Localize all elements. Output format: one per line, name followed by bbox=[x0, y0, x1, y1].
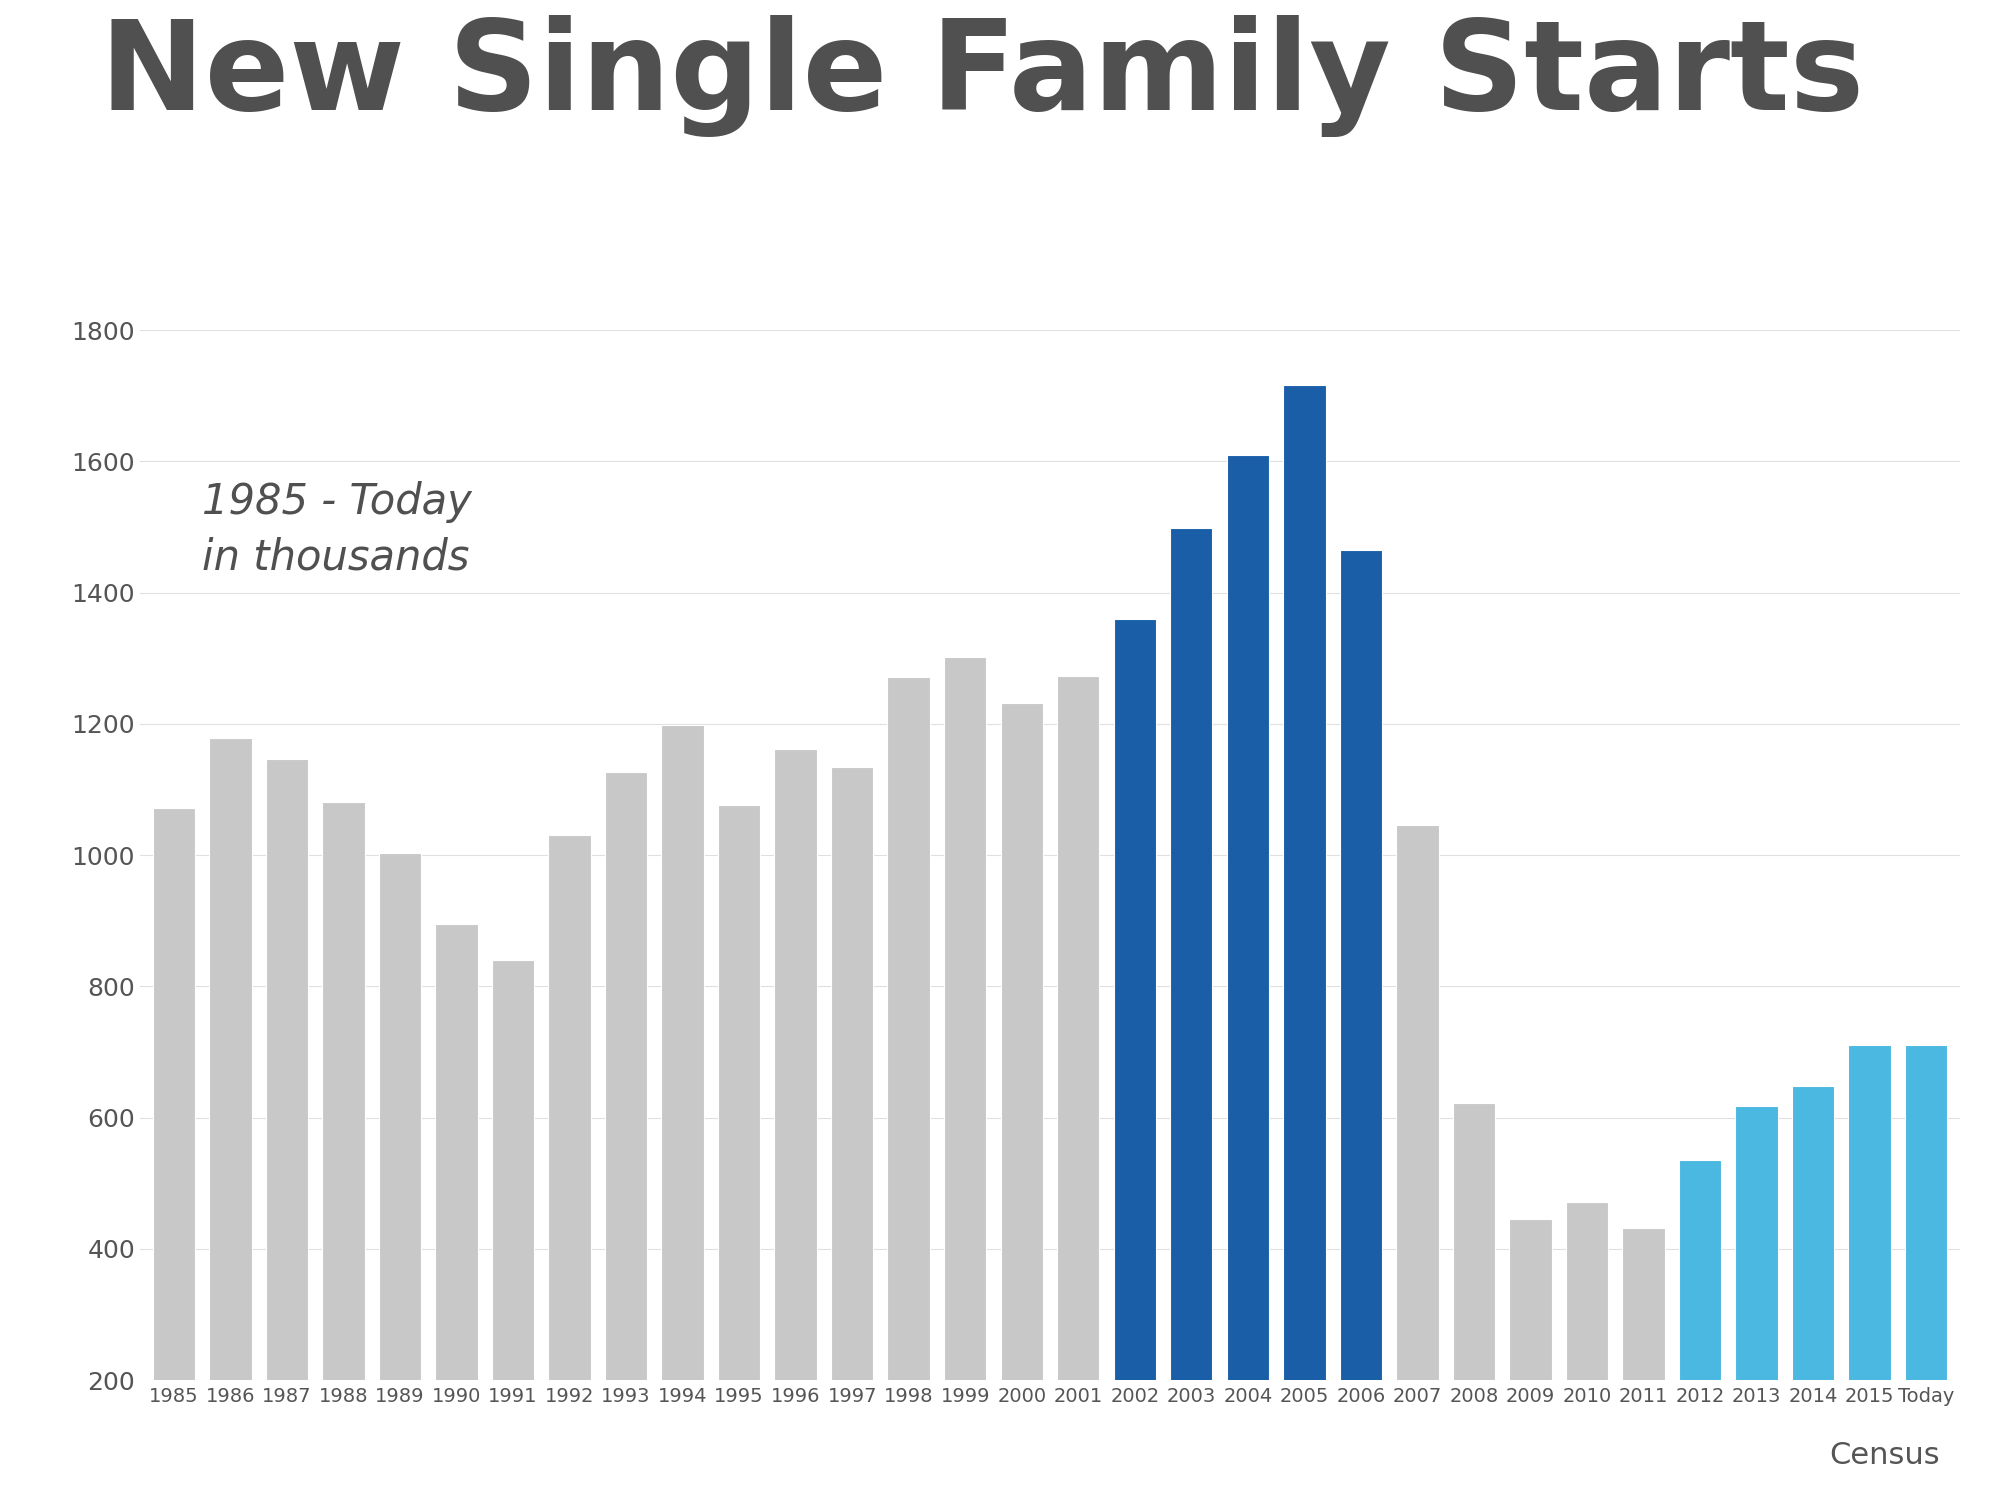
Bar bbox=[1566, 1202, 1608, 1500]
Bar bbox=[210, 738, 252, 1500]
Bar bbox=[1678, 1160, 1722, 1500]
Bar bbox=[1904, 1046, 1948, 1500]
Bar bbox=[1622, 1228, 1664, 1500]
Bar bbox=[266, 759, 308, 1500]
Text: Census: Census bbox=[1830, 1442, 1940, 1470]
Bar bbox=[1452, 1102, 1496, 1500]
Bar bbox=[1114, 620, 1156, 1500]
Bar bbox=[662, 724, 704, 1500]
Bar bbox=[774, 750, 816, 1500]
Bar bbox=[944, 657, 986, 1500]
Bar bbox=[548, 836, 590, 1500]
Bar bbox=[1848, 1046, 1890, 1500]
Bar bbox=[152, 808, 196, 1500]
Bar bbox=[1396, 825, 1438, 1500]
Bar bbox=[492, 960, 534, 1500]
Bar bbox=[1284, 386, 1326, 1500]
Text: 1985 - Today
in thousands: 1985 - Today in thousands bbox=[202, 482, 472, 578]
Bar bbox=[1170, 528, 1212, 1500]
Bar bbox=[1736, 1106, 1778, 1500]
Bar bbox=[1340, 550, 1382, 1500]
Bar bbox=[888, 676, 930, 1500]
Bar bbox=[322, 802, 364, 1500]
Bar bbox=[1510, 1220, 1552, 1500]
Text: New Single Family Starts: New Single Family Starts bbox=[100, 15, 1864, 136]
Bar bbox=[604, 772, 648, 1500]
Bar bbox=[378, 853, 422, 1500]
Bar bbox=[1792, 1086, 1834, 1500]
Bar bbox=[718, 806, 760, 1500]
Bar bbox=[1226, 454, 1270, 1500]
Bar bbox=[1058, 676, 1100, 1500]
Bar bbox=[830, 766, 874, 1500]
Bar bbox=[1000, 704, 1042, 1500]
Bar bbox=[436, 924, 478, 1500]
